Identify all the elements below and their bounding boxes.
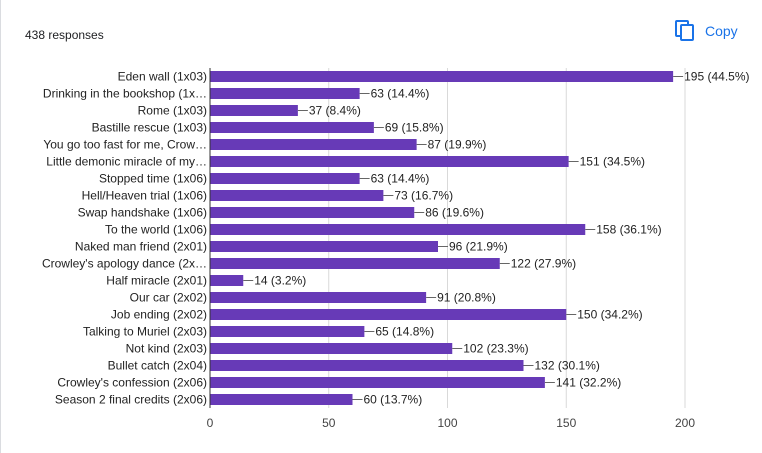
bar — [210, 156, 569, 167]
value-label: 141 (32.2%) — [556, 376, 621, 390]
value-label: 63 (14.4%) — [371, 87, 430, 101]
bar — [210, 224, 586, 235]
value-label: 73 (16.7%) — [394, 189, 453, 203]
category-label: Swap handshake (1x06) — [78, 206, 207, 220]
category-label: You go too fast for me, Crow… — [43, 138, 207, 152]
category-label: Talking to Muriel (2x03) — [83, 325, 207, 339]
category-label: Job ending (2x02) — [111, 308, 207, 322]
value-label: 91 (20.8%) — [437, 291, 496, 305]
category-label: Our car (2x02) — [130, 291, 207, 305]
category-label: To the world (1x06) — [105, 223, 207, 237]
copy-label: Copy — [705, 23, 738, 39]
value-label: 195 (44.5%) — [684, 70, 749, 84]
bar — [210, 207, 415, 218]
x-tick-label: 150 — [556, 416, 576, 430]
category-label: Crowley's confession (2x06) — [57, 376, 207, 390]
value-label: 151 (34.5%) — [580, 155, 645, 169]
bar — [210, 292, 427, 303]
value-label: 60 (13.7%) — [364, 393, 423, 407]
value-label: 96 (21.9%) — [449, 240, 508, 254]
value-label: 14 (3.2%) — [254, 274, 306, 288]
category-label: Naked man friend (2x01) — [75, 240, 207, 254]
category-label: Little demonic miracle of my… — [46, 155, 207, 169]
response-count: 438 responses — [25, 28, 104, 42]
value-label: 122 (27.9%) — [511, 257, 576, 271]
x-tick-label: 100 — [437, 416, 457, 430]
bar — [210, 343, 453, 354]
x-tick-label: 50 — [322, 416, 336, 430]
bar — [210, 71, 674, 82]
bar — [210, 377, 545, 388]
category-label: Half miracle (2x01) — [106, 274, 207, 288]
value-label: 65 (14.8%) — [375, 325, 434, 339]
category-label: Bullet catch (2x04) — [108, 359, 207, 373]
bar — [210, 326, 365, 337]
category-label: Season 2 final credits (2x06) — [55, 393, 207, 407]
bar — [210, 139, 417, 150]
bar — [210, 105, 298, 116]
category-label: Eden wall (1x03) — [118, 70, 207, 84]
bar — [210, 241, 438, 252]
value-label: 158 (36.1%) — [596, 223, 661, 237]
bar — [210, 258, 500, 269]
copy-button[interactable]: Copy — [669, 14, 748, 48]
value-label: 69 (15.8%) — [385, 121, 444, 135]
value-label: 86 (19.6%) — [425, 206, 484, 220]
category-label: Bastille rescue (1x03) — [92, 121, 207, 135]
value-label: 132 (30.1%) — [535, 359, 600, 373]
bar — [210, 360, 524, 371]
bar — [210, 190, 384, 201]
value-label: 87 (19.9%) — [428, 138, 487, 152]
value-label: 150 (34.2%) — [577, 308, 642, 322]
copy-icon — [675, 20, 694, 41]
bar — [210, 173, 360, 184]
category-label: Crowley's apology dance (2x… — [42, 257, 207, 271]
value-label: 63 (14.4%) — [371, 172, 430, 186]
category-label: Rome (1x03) — [138, 104, 207, 118]
category-label: Not kind (2x03) — [126, 342, 207, 356]
x-tick-label: 200 — [675, 416, 695, 430]
bar — [210, 88, 360, 99]
bar — [210, 122, 374, 133]
x-tick-label: 0 — [207, 416, 214, 430]
bar — [210, 309, 567, 320]
bar — [210, 275, 244, 286]
category-label: Drinking in the bookshop (1x… — [43, 87, 207, 101]
value-label: 37 (8.4%) — [309, 104, 361, 118]
value-label: 102 (23.3%) — [463, 342, 528, 356]
category-label: Hell/Heaven trial (1x06) — [82, 189, 207, 203]
bar — [210, 394, 353, 405]
category-label: Stopped time (1x06) — [99, 172, 207, 186]
